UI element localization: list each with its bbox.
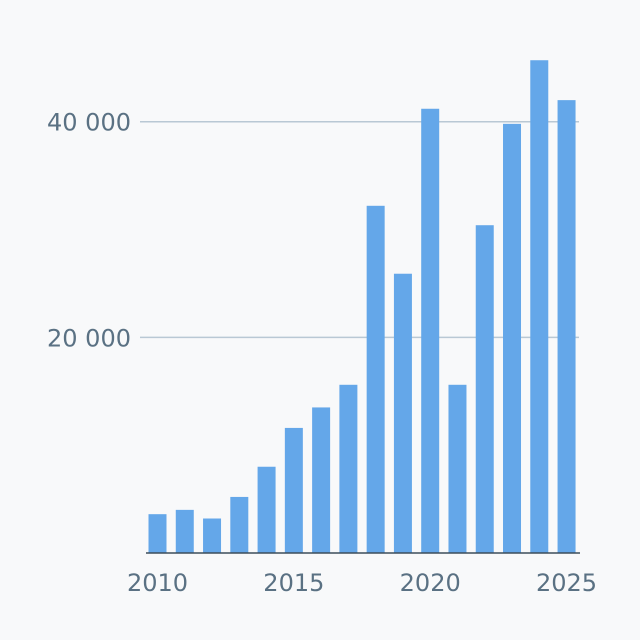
bar-2018 bbox=[366, 205, 385, 554]
bar-2013 bbox=[230, 496, 249, 553]
bar-2011 bbox=[175, 509, 194, 553]
x-tick-label: 2025 bbox=[536, 569, 597, 597]
bar-2012 bbox=[203, 518, 222, 553]
bar-2010 bbox=[148, 514, 167, 553]
x-tick-label: 2010 bbox=[127, 569, 188, 597]
bar-2022 bbox=[475, 225, 494, 553]
bar-2017 bbox=[339, 384, 358, 553]
bar-2019 bbox=[393, 273, 412, 553]
bar-2025 bbox=[557, 100, 576, 553]
y-tick-label: 20 000 bbox=[47, 324, 131, 352]
bar-2016 bbox=[312, 407, 331, 553]
x-tick-label: 2015 bbox=[263, 569, 324, 597]
y-tick-label: 40 000 bbox=[47, 109, 131, 137]
bar-series bbox=[148, 60, 576, 554]
y-tick-labels: 20 000 40 000 bbox=[47, 109, 131, 353]
bar-2015 bbox=[284, 427, 303, 553]
bar-2014 bbox=[257, 466, 276, 553]
bar-2024 bbox=[530, 60, 549, 553]
x-tick-label: 2020 bbox=[400, 569, 461, 597]
x-tick-labels: 2010 2015 2020 2025 bbox=[127, 569, 597, 597]
bar-2023 bbox=[503, 123, 522, 553]
bar-2021 bbox=[448, 384, 467, 553]
bar-2020 bbox=[421, 108, 440, 553]
